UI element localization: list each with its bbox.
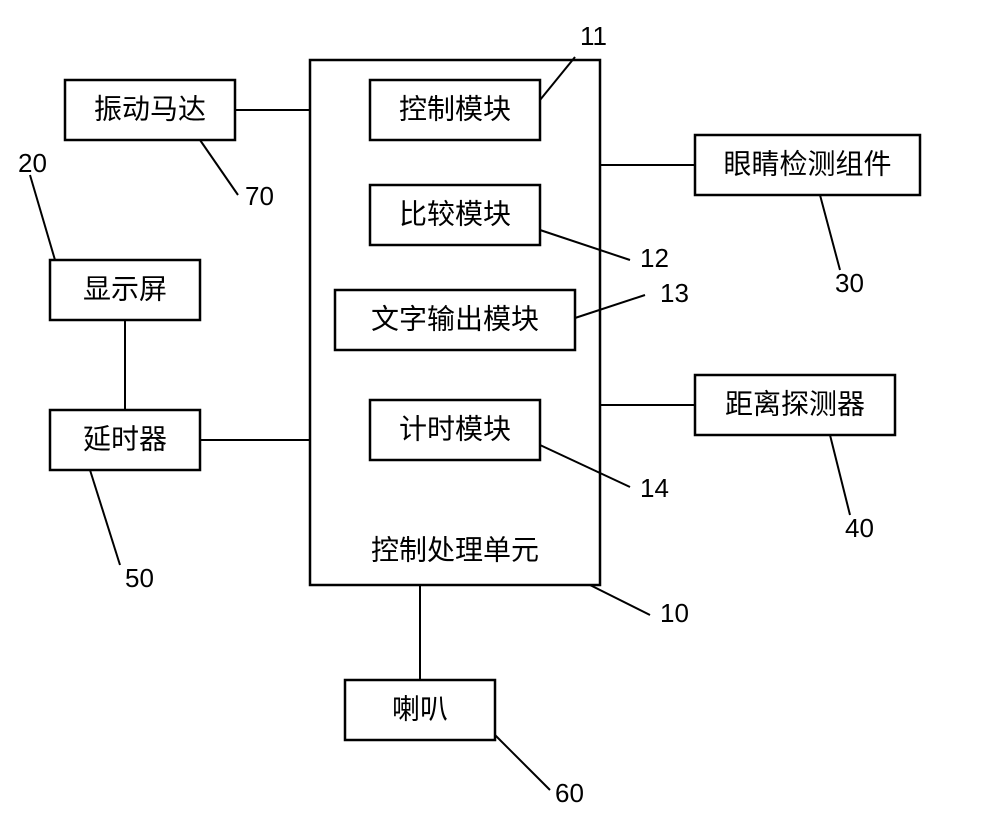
text-out-module-label: 文字输出模块 <box>371 303 539 335</box>
label-70: 70 <box>245 181 274 211</box>
eye-detector: 眼睛检测组件 <box>695 135 920 195</box>
central-unit-label: 控制处理单元 <box>371 534 539 566</box>
distance-detector: 距离探测器 <box>695 375 895 435</box>
timing-module-label: 计时模块 <box>399 413 511 445</box>
block-diagram: 控制处理单元控制模块比较模块文字输出模块计时模块 振动马达显示屏延时器 眼睛检测组件… <box>0 0 1000 839</box>
vibration-motor: 振动马达 <box>65 80 235 140</box>
leader-60 <box>495 735 550 790</box>
vibration-motor-label: 振动马达 <box>94 93 206 125</box>
leader-10 <box>590 585 650 615</box>
control-module: 控制模块 <box>370 80 540 140</box>
label-13: 13 <box>660 278 689 308</box>
timing-module: 计时模块 <box>370 400 540 460</box>
eye-detector-label: 眼睛检测组件 <box>723 148 891 180</box>
distance-detector-label: 距离探测器 <box>725 388 865 420</box>
text-out-module: 文字输出模块 <box>335 290 575 350</box>
delay-device: 延时器 <box>50 410 200 470</box>
leader-50 <box>90 470 120 565</box>
leader-30 <box>820 195 840 270</box>
label-12: 12 <box>640 243 669 273</box>
delay-device-label: 延时器 <box>83 423 167 455</box>
label-30: 30 <box>835 268 864 298</box>
label-10: 10 <box>660 598 689 628</box>
speaker-label: 喇叭 <box>392 693 448 725</box>
label-60: 60 <box>555 778 584 808</box>
label-20: 20 <box>18 148 47 178</box>
leader-40 <box>830 435 850 515</box>
control-module-label: 控制模块 <box>399 93 511 125</box>
display-screen: 显示屏 <box>50 260 200 320</box>
leader-20 <box>30 175 55 260</box>
display-screen-label: 显示屏 <box>83 274 167 305</box>
speaker: 喇叭 <box>345 680 495 740</box>
leader-70 <box>200 140 238 195</box>
compare-module: 比较模块 <box>370 185 540 245</box>
compare-module-label: 比较模块 <box>399 198 511 230</box>
label-14: 14 <box>640 473 669 503</box>
label-11: 11 <box>580 21 607 51</box>
label-50: 50 <box>125 563 154 593</box>
label-40: 40 <box>845 513 874 543</box>
